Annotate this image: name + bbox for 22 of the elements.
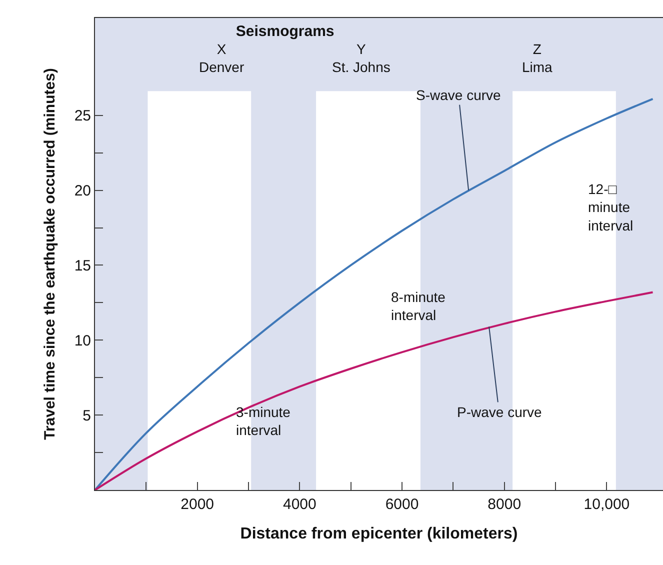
x-tick-label: 4000	[282, 496, 316, 513]
annotation: Z Lima	[522, 41, 553, 76]
annotation: 8-minute interval	[391, 289, 446, 324]
y-tick-label: 10	[74, 332, 91, 350]
annotation: P-wave curve	[457, 404, 542, 420]
annotation: X Denver	[199, 41, 244, 76]
x-tick-label: 6000	[385, 496, 419, 513]
x-tick-label: 2000	[180, 496, 214, 513]
x-tick-label: 10,000	[584, 496, 630, 513]
annotation: 3-minute interval	[236, 404, 291, 438]
annotation: Y St. Johns	[332, 41, 390, 76]
y-tick-label: 20	[74, 182, 91, 200]
annotation: S-wave curve	[416, 87, 502, 103]
y-tick-label: 15	[74, 257, 91, 274]
y-axis-title: Travel time since the earthquake occurred (minutes)	[42, 68, 59, 440]
line-series	[95, 291, 654, 490]
x-tick-label: 8000	[488, 496, 522, 513]
annotation: 12-□ minute interval	[588, 181, 634, 234]
x-axis-title: Distance from epicenter (kilometers)	[240, 526, 518, 543]
chart-title: Seismograms	[236, 22, 334, 40]
y-tick-label: 25	[74, 108, 91, 125]
y-tick-label: 5	[82, 407, 91, 424]
